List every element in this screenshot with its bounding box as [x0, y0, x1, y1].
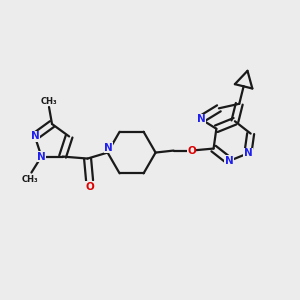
- Text: N: N: [197, 114, 206, 124]
- Text: CH₃: CH₃: [22, 175, 39, 184]
- Text: O: O: [187, 146, 196, 156]
- Text: O: O: [85, 182, 94, 192]
- Text: CH₃: CH₃: [41, 97, 57, 106]
- Text: N: N: [244, 148, 252, 158]
- Text: N: N: [104, 142, 113, 153]
- Text: N: N: [37, 152, 46, 162]
- Text: N: N: [225, 156, 234, 166]
- Text: N: N: [31, 131, 39, 141]
